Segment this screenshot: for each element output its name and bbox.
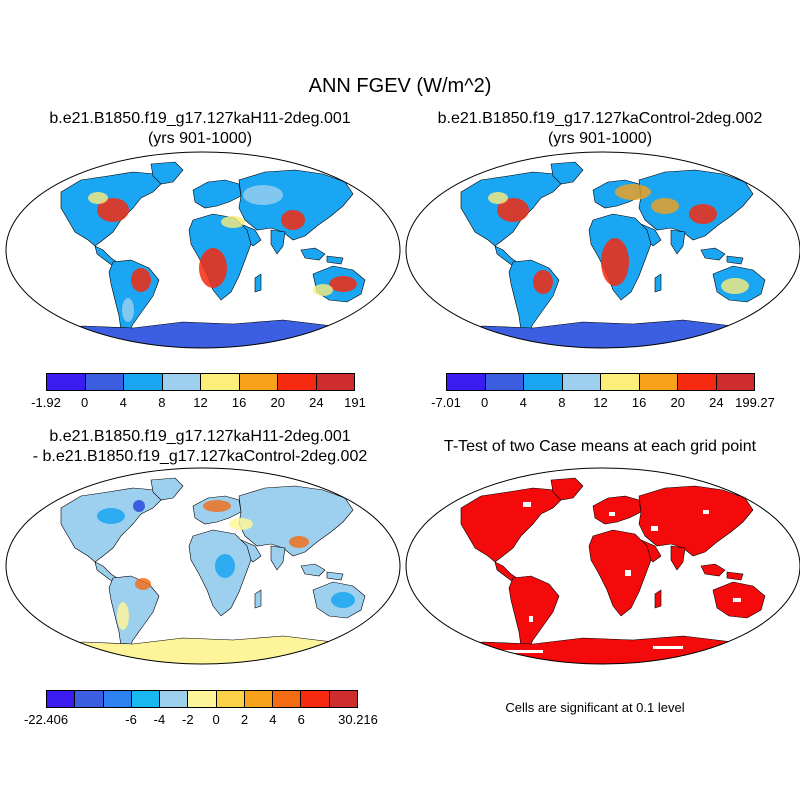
map-case	[5, 151, 401, 349]
colorbar-control	[446, 373, 755, 391]
case-tick-label: 0	[81, 395, 89, 410]
case-tick-label: 191	[344, 395, 366, 410]
diff-swatch-5	[188, 691, 217, 707]
panel-case-title-1: b.e21.B1850.f19_g17.127kaH11-2deg.001	[49, 110, 351, 127]
control-swatch-5	[639, 374, 678, 390]
diff-tick-label: -22.406	[23, 712, 69, 727]
case-swatch-5	[239, 374, 278, 390]
panel-diff-title-1: b.e21.B1850.f19_g17.127kaH11-2deg.001	[49, 428, 351, 445]
diff-swatch-10	[329, 691, 357, 707]
map-ttest	[405, 467, 800, 665]
map-control	[405, 151, 800, 349]
panel-ttest-title: T-Test of two Case means at each grid po…	[443, 438, 757, 455]
control-swatch-2	[524, 374, 563, 390]
diff-swatch-1	[75, 691, 104, 707]
case-tick-label: 20	[270, 395, 285, 410]
control-tick-label: 16	[631, 395, 647, 410]
colorbar-case-labels: -1.92 0 4 8 12 16 20 24 191	[31, 395, 366, 411]
diff-swatch-8	[273, 691, 302, 707]
diff-swatch-6	[216, 691, 245, 707]
diff-tick-label: 6	[297, 712, 305, 727]
control-tick-label: 20	[670, 395, 685, 410]
case-tick-label: 12	[193, 395, 208, 410]
diff-tick-label: 30.216	[338, 712, 378, 727]
case-swatch-6	[278, 374, 317, 390]
panel-diff-title-2: - b.e21.B1850.f19_g17.127kaControl-2deg.…	[32, 448, 368, 465]
control-tick-label: 8	[558, 395, 566, 410]
diff-swatch-9	[301, 691, 330, 707]
figure-title: ANN FGEV (W/m^2)	[308, 75, 492, 97]
diff-swatch-7	[244, 691, 274, 707]
control-swatch-3	[562, 374, 601, 390]
map-diff	[5, 467, 401, 665]
diff-tick-label: 4	[269, 712, 277, 727]
diff-tick-label: -6	[125, 712, 137, 727]
diff-swatch-3	[131, 691, 161, 707]
case-swatch-0	[47, 374, 86, 390]
case-swatch-7	[316, 374, 354, 390]
control-tick-label: -7.01	[431, 395, 461, 410]
control-tick-label: 24	[709, 395, 724, 410]
case-tick-label: 24	[309, 395, 324, 410]
significance-note: Cells are significant at 0.1 level	[505, 700, 685, 715]
diff-tick-label: 0	[212, 712, 220, 727]
control-swatch-1	[485, 374, 524, 390]
diff-swatch-4	[160, 691, 189, 707]
case-swatch-2	[124, 374, 163, 390]
case-swatch-3	[162, 374, 201, 390]
diff-tick-label: 2	[240, 712, 249, 727]
control-swatch-0	[447, 374, 486, 390]
control-tick-label: 4	[519, 395, 527, 410]
control-swatch-6	[678, 374, 717, 390]
panel-control-title-2: (yrs 901-1000)	[547, 130, 653, 147]
case-swatch-1	[85, 374, 124, 390]
colorbar-control-labels: -7.01 0 4 8 12 16 20 24 199.27	[431, 395, 775, 411]
diff-swatch-0	[47, 691, 76, 707]
diff-swatch-2	[103, 691, 132, 707]
diff-tick-label: -4	[153, 712, 166, 727]
case-swatch-4	[201, 374, 240, 390]
colorbar-diff	[46, 690, 358, 708]
colorbar-diff-labels: -22.406 -6 -4 -2 0 2 4 6 30.216	[24, 712, 378, 728]
panel-case-title-2: (yrs 901-1000)	[147, 130, 253, 147]
case-tick-label: 4	[119, 395, 127, 410]
control-tick-label: 12	[593, 395, 608, 410]
panel-control-title-1: b.e21.B1850.f19_g17.127kaControl-2deg.00…	[437, 110, 763, 127]
control-tick-label: 0	[481, 395, 489, 410]
case-tick-label: 16	[231, 395, 247, 410]
control-swatch-4	[601, 374, 640, 390]
case-tick-label: -1.92	[31, 395, 61, 410]
colorbar-case	[46, 373, 355, 391]
control-tick-label: 199.27	[735, 395, 775, 410]
control-swatch-7	[716, 374, 754, 390]
case-tick-label: 8	[158, 395, 166, 410]
diff-tick-label: -2	[182, 712, 194, 727]
